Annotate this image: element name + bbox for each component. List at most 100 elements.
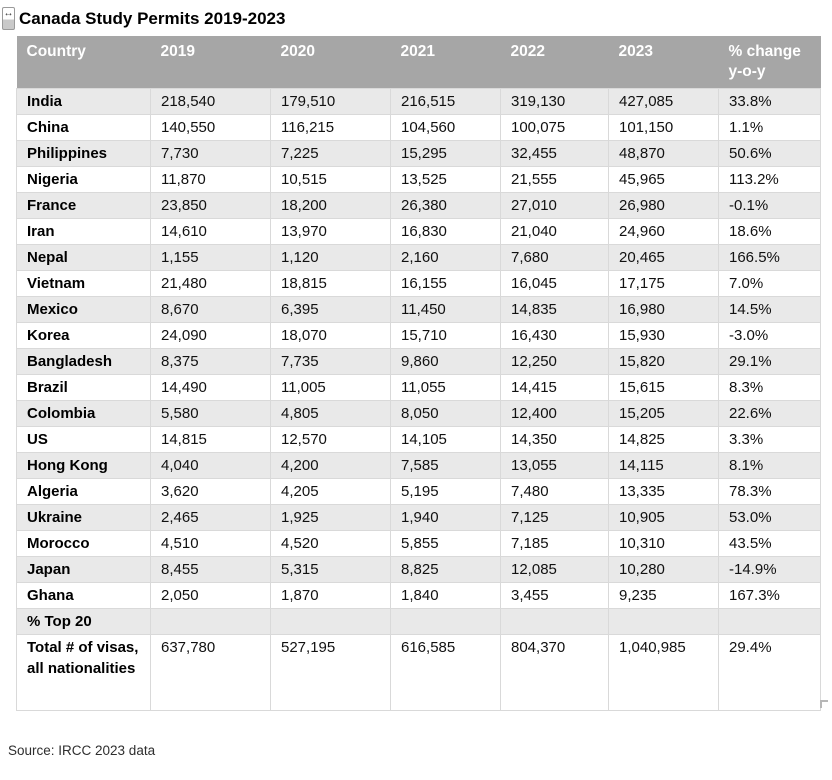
- table-row: Korea 24,090 18,070 15,710 16,430 15,930 -3.0%: [16, 321, 821, 349]
- value-cell: 50.6%: [718, 139, 821, 167]
- value-cell: [608, 607, 719, 635]
- value-cell: 10,515: [270, 165, 391, 193]
- country-cell: India: [16, 87, 151, 115]
- value-cell: 12,570: [270, 425, 391, 453]
- country-cell: Bangladesh: [16, 347, 151, 375]
- country-cell: Korea: [16, 321, 151, 349]
- value-cell: 4,205: [270, 477, 391, 505]
- table-row: Bangladesh 8,375 7,735 9,860 12,250 15,820 29.…: [16, 347, 821, 375]
- value-cell: 527,195: [270, 633, 391, 711]
- country-cell: % Top 20: [16, 607, 151, 635]
- value-cell: 14,610: [150, 217, 271, 245]
- table-row: Morocco 4,510 4,520 5,855 7,185 10,310 43.5%: [16, 529, 821, 557]
- table-move-handle-icon[interactable]: ↔: [2, 7, 15, 30]
- value-cell: 53.0%: [718, 503, 821, 531]
- value-cell: 45,965: [608, 165, 719, 193]
- value-cell: 32,455: [500, 139, 609, 167]
- value-cell: 12,250: [500, 347, 609, 375]
- value-cell: 14,815: [150, 425, 271, 453]
- country-cell: Japan: [16, 555, 151, 583]
- value-cell: 8,050: [390, 399, 501, 427]
- table-row: Total # of visas, all nationalities 637,7…: [16, 633, 821, 711]
- country-cell: Iran: [16, 217, 151, 245]
- value-cell: 100,075: [500, 113, 609, 141]
- value-cell: 166.5%: [718, 243, 821, 271]
- column-header: 2020: [270, 36, 391, 88]
- column-header: 2019: [150, 36, 271, 88]
- value-cell: 12,085: [500, 555, 609, 583]
- table-row: Nigeria 11,870 10,515 13,525 21,555 45,965 113…: [16, 165, 821, 193]
- value-cell: 10,905: [608, 503, 719, 531]
- country-cell: US: [16, 425, 151, 453]
- value-cell: 4,510: [150, 529, 271, 557]
- column-header: 2023: [608, 36, 719, 88]
- value-cell: 1,155: [150, 243, 271, 271]
- table-row: US 14,815 12,570 14,105 14,350 14,825 3.3%: [16, 425, 821, 453]
- table-header-row: Country 2019 2020 2021 2022 2023% change y-o-…: [16, 36, 821, 88]
- value-cell: 26,980: [608, 191, 719, 219]
- value-cell: 7.0%: [718, 269, 821, 297]
- value-cell: 1,840: [390, 581, 501, 609]
- value-cell: 14,105: [390, 425, 501, 453]
- value-cell: 7,735: [270, 347, 391, 375]
- value-cell: 8.3%: [718, 373, 821, 401]
- value-cell: 15,295: [390, 139, 501, 167]
- value-cell: 22.6%: [718, 399, 821, 427]
- value-cell: [390, 607, 501, 635]
- value-cell: 11,005: [270, 373, 391, 401]
- value-cell: 7,125: [500, 503, 609, 531]
- value-cell: 14,115: [608, 451, 719, 479]
- value-cell: 5,195: [390, 477, 501, 505]
- value-cell: 1,120: [270, 243, 391, 271]
- country-cell: Algeria: [16, 477, 151, 505]
- value-cell: 21,480: [150, 269, 271, 297]
- value-cell: 20,465: [608, 243, 719, 271]
- table-row: India 218,540 179,510 216,515 319,130 427,085…: [16, 87, 821, 115]
- value-cell: 101,150: [608, 113, 719, 141]
- value-cell: 15,205: [608, 399, 719, 427]
- country-cell: Vietnam: [16, 269, 151, 297]
- value-cell: 179,510: [270, 87, 391, 115]
- table-row: France 23,850 18,200 26,380 27,010 26,980 -0.1…: [16, 191, 821, 219]
- column-header: % change y-o-y: [718, 36, 821, 88]
- value-cell: [150, 607, 271, 635]
- value-cell: 216,515: [390, 87, 501, 115]
- value-cell: 14,350: [500, 425, 609, 453]
- value-cell: 1,870: [270, 581, 391, 609]
- value-cell: 4,200: [270, 451, 391, 479]
- value-cell: 17,175: [608, 269, 719, 297]
- value-cell: 14,835: [500, 295, 609, 323]
- page-title: Canada Study Permits 2019-2023: [19, 9, 286, 28]
- value-cell: 637,780: [150, 633, 271, 711]
- value-cell: 616,585: [390, 633, 501, 711]
- value-cell: 104,560: [390, 113, 501, 141]
- value-cell: 18,815: [270, 269, 391, 297]
- value-cell: 7,585: [390, 451, 501, 479]
- value-cell: -14.9%: [718, 555, 821, 583]
- value-cell: 24,090: [150, 321, 271, 349]
- value-cell: 43.5%: [718, 529, 821, 557]
- value-cell: 427,085: [608, 87, 719, 115]
- value-cell: 27,010: [500, 191, 609, 219]
- value-cell: 11,870: [150, 165, 271, 193]
- value-cell: 7,680: [500, 243, 609, 271]
- value-cell: 8,670: [150, 295, 271, 323]
- study-permits-table: Country 2019 2020 2021 2022 2023% change y-o-…: [16, 36, 821, 711]
- table-row: Hong Kong 4,040 4,200 7,585 13,055 14,115 8.1%: [16, 451, 821, 479]
- table-row: Nepal 1,155 1,120 2,160 7,680 20,465 166.5%: [16, 243, 821, 271]
- value-cell: 8,455: [150, 555, 271, 583]
- country-cell: Morocco: [16, 529, 151, 557]
- value-cell: 15,615: [608, 373, 719, 401]
- value-cell: 21,555: [500, 165, 609, 193]
- value-cell: -3.0%: [718, 321, 821, 349]
- value-cell: 319,130: [500, 87, 609, 115]
- value-cell: 10,280: [608, 555, 719, 583]
- value-cell: 218,540: [150, 87, 271, 115]
- value-cell: 167.3%: [718, 581, 821, 609]
- value-cell: 26,380: [390, 191, 501, 219]
- value-cell: 3,455: [500, 581, 609, 609]
- country-cell: Brazil: [16, 373, 151, 401]
- value-cell: 16,430: [500, 321, 609, 349]
- table-resize-handle-icon[interactable]: [820, 700, 828, 708]
- table-row: Algeria 3,620 4,205 5,195 7,480 13,335 78.3%: [16, 477, 821, 505]
